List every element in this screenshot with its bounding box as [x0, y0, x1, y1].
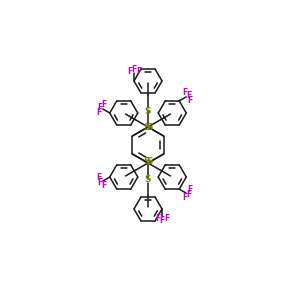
Text: F: F — [155, 214, 160, 223]
Text: F: F — [97, 108, 102, 117]
Text: F: F — [187, 91, 192, 100]
Text: S: S — [145, 175, 151, 184]
Text: F: F — [183, 88, 188, 97]
Text: F: F — [131, 65, 136, 74]
Text: F: F — [187, 190, 192, 200]
Text: F: F — [97, 178, 102, 187]
Text: F: F — [164, 214, 169, 223]
Text: F: F — [101, 181, 106, 190]
Text: S: S — [146, 158, 153, 166]
Text: F: F — [127, 67, 132, 76]
Text: F: F — [187, 185, 192, 194]
Text: F: F — [183, 193, 188, 202]
Text: S: S — [146, 124, 153, 133]
Text: F: F — [97, 173, 102, 182]
Text: F: F — [159, 216, 165, 225]
Text: S: S — [143, 124, 149, 133]
Text: F: F — [187, 95, 192, 104]
Text: F: F — [97, 103, 102, 112]
Text: F: F — [136, 67, 141, 76]
Text: S: S — [145, 106, 151, 116]
Text: S: S — [143, 158, 149, 166]
Text: F: F — [101, 100, 106, 109]
